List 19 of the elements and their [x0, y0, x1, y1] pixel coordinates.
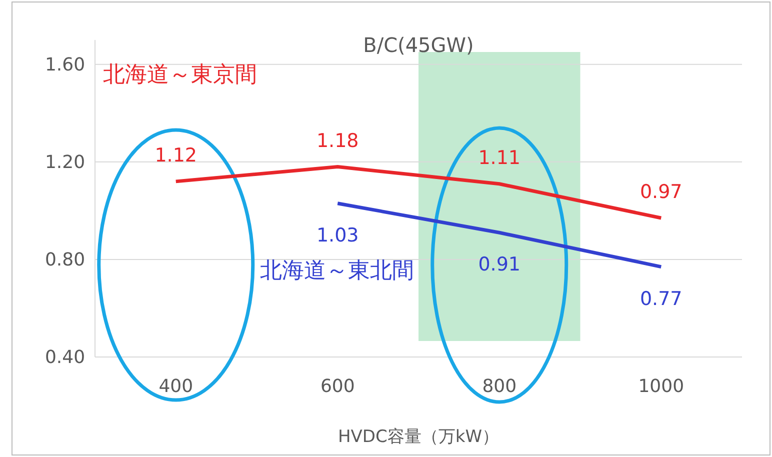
y-tick-label: 1.20 [44, 152, 86, 173]
data-label: 1.18 [316, 130, 359, 152]
y-tick-label: 0.80 [44, 249, 86, 270]
data-label: 1.03 [316, 224, 359, 246]
chart-title: B/C(45GW) [363, 33, 474, 57]
x-tick-label: 1000 [638, 376, 684, 397]
text: 北海道～東京間 [103, 62, 257, 88]
series-label: 北海道～東北間 [260, 258, 414, 284]
data-label: 0.91 [478, 254, 521, 276]
x-tick-label: 800 [482, 376, 517, 397]
data-label: 0.77 [640, 288, 682, 310]
x-tick-label: 400 [158, 376, 194, 397]
x-axis-title: HVDC容量（万kW） [338, 427, 500, 447]
y-tick-label: 1.60 [44, 54, 86, 76]
x-tick-label: 600 [320, 376, 355, 397]
y-tick-label: 0.40 [44, 347, 86, 368]
data-label: 0.97 [640, 181, 682, 204]
data-label: 1.12 [154, 144, 198, 166]
data-label: 1.11 [478, 146, 521, 169]
